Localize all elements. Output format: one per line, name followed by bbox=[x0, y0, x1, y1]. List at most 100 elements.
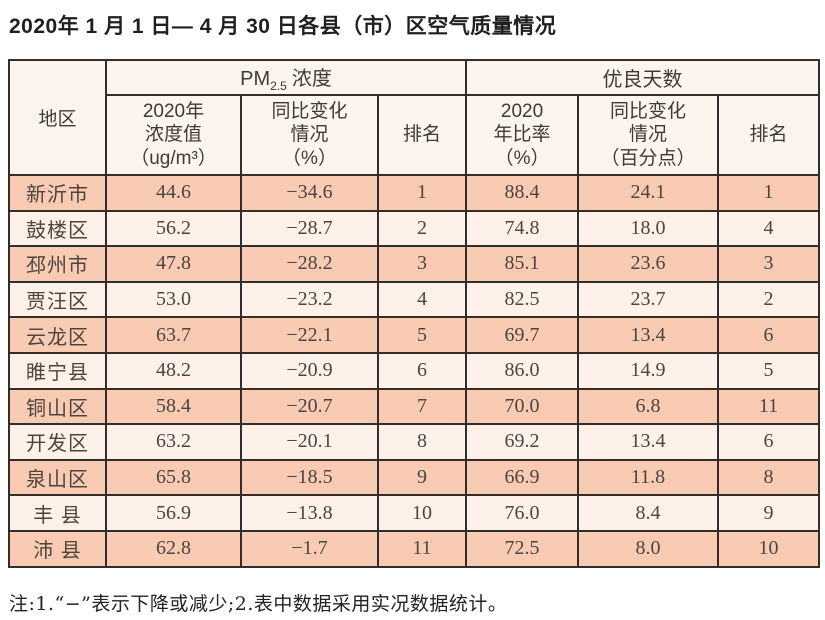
pm25-change-cell: −18.5 bbox=[240, 458, 379, 497]
pm25-label-suffix: 浓度 bbox=[291, 68, 332, 90]
pm25-rank-cell: 10 bbox=[376, 494, 468, 532]
pm25-rank-cell: 8 bbox=[376, 423, 468, 461]
rate-change-cell: 13.4 bbox=[577, 316, 720, 354]
rate-rank-cell: 6 bbox=[717, 423, 821, 461]
pm25-label: PM bbox=[240, 68, 271, 90]
rate-rank-cell: 6 bbox=[717, 316, 821, 354]
rate-change-cell: 23.6 bbox=[577, 245, 720, 283]
table-row: 鼓楼区 56.2 −28.7 2 74.8 18.0 4 bbox=[8, 209, 821, 248]
rate-cell: 72.5 bbox=[465, 529, 580, 568]
region-cell: 泉山区 bbox=[8, 458, 107, 497]
header-line: 同比变化 bbox=[610, 101, 687, 123]
pm25-subscript: 2.5 bbox=[270, 79, 287, 93]
region-cell: 鼓楼区 bbox=[8, 209, 107, 248]
header-pm25-change: 同比变化 情况 （%） bbox=[240, 94, 379, 176]
region-cell: 开发区 bbox=[8, 423, 107, 461]
rate-rank-cell: 8 bbox=[717, 458, 821, 497]
footnote: 注:1.“−”表示下降或减少;2.表中数据采用实况数据统计。 bbox=[9, 592, 508, 615]
rate-cell: 76.0 bbox=[465, 494, 580, 532]
rate-cell: 82.5 bbox=[465, 280, 580, 319]
table-row: 云龙区 63.7 −22.1 5 69.7 13.4 6 bbox=[8, 316, 821, 354]
pm25-value-cell: 48.2 bbox=[105, 351, 242, 390]
rate-change-cell: 13.4 bbox=[577, 423, 720, 461]
pm25-change-cell: −20.9 bbox=[240, 351, 379, 390]
rate-rank-cell: 9 bbox=[717, 494, 821, 532]
pm25-rank-cell: 9 bbox=[376, 458, 468, 497]
rate-rank-cell: 2 bbox=[717, 280, 821, 319]
header-line: （%） bbox=[282, 147, 337, 169]
header-rate-change: 同比变化 情况 （百分点） bbox=[577, 94, 720, 176]
header-line: （%） bbox=[494, 147, 550, 169]
rate-rank-cell: 10 bbox=[717, 529, 821, 568]
pm25-value-cell: 47.8 bbox=[105, 245, 242, 283]
pm25-value-cell: 63.7 bbox=[105, 316, 242, 354]
table-row: 开发区 63.2 −20.1 8 69.2 13.4 6 bbox=[8, 423, 821, 461]
table-row: 丰 县 56.9 −13.8 10 76.0 8.4 9 bbox=[8, 494, 821, 532]
header-line: （百分点） bbox=[600, 147, 696, 169]
pm25-rank-cell: 1 bbox=[376, 174, 468, 212]
pm25-change-cell: −13.8 bbox=[240, 494, 379, 532]
region-cell: 铜山区 bbox=[8, 387, 107, 426]
rate-cell: 69.2 bbox=[465, 423, 580, 461]
header-line: 情况 bbox=[629, 124, 668, 146]
air-quality-table: 地区 PM2.5 浓度 优良天数 2020年 浓度值 （ug/m³） 同比变化 情… bbox=[8, 59, 821, 568]
pm25-change-cell: −23.2 bbox=[240, 280, 379, 319]
header-sub-row: 2020年 浓度值 （ug/m³） 同比变化 情况 （%） 排名 2020 年比… bbox=[9, 94, 821, 176]
pm25-change-cell: −28.7 bbox=[240, 209, 379, 248]
rate-cell: 70.0 bbox=[465, 387, 580, 426]
pm25-rank-cell: 2 bbox=[376, 209, 468, 248]
table-row: 铜山区 58.4 −20.7 7 70.0 6.8 11 bbox=[8, 387, 821, 426]
region-cell: 新沂市 bbox=[8, 174, 107, 212]
header-group-row: 地区 PM2.5 浓度 优良天数 bbox=[8, 59, 821, 176]
header-pm25-value: 2020年 浓度值 （ug/m³） bbox=[105, 94, 242, 176]
table-row: 贾汪区 53.0 −23.2 4 82.5 23.7 2 bbox=[8, 280, 821, 319]
region-cell: 丰 县 bbox=[8, 494, 107, 532]
table-body: 新沂市 44.6 −34.6 1 88.4 24.1 1 鼓楼区 56.2 −2… bbox=[8, 174, 821, 568]
pm25-rank-cell: 11 bbox=[376, 529, 468, 568]
page-title: 2020年 1 月 1 日— 4 月 30 日各县（市）区空气质量情况 bbox=[9, 15, 557, 38]
header-pm25-group: PM2.5 浓度 bbox=[104, 59, 468, 96]
header-line: 年比率 bbox=[493, 124, 551, 146]
rate-cell: 85.1 bbox=[465, 245, 580, 283]
table-row: 沛 县 62.8 −1.7 11 72.5 8.0 10 bbox=[8, 529, 821, 568]
header-line: （ug/m³） bbox=[130, 147, 217, 169]
pm25-value-cell: 62.8 bbox=[105, 529, 242, 568]
rate-change-cell: 14.9 bbox=[577, 351, 720, 390]
header-rate-rank: 排名 bbox=[717, 94, 821, 176]
rate-change-cell: 23.7 bbox=[577, 280, 720, 319]
pm25-value-cell: 56.2 bbox=[105, 209, 242, 248]
rate-rank-cell: 5 bbox=[717, 351, 821, 390]
rate-change-cell: 11.8 bbox=[577, 458, 720, 497]
pm25-rank-cell: 7 bbox=[376, 387, 468, 426]
pm25-change-cell: −28.2 bbox=[240, 245, 379, 283]
table-row: 邳州市 47.8 −28.2 3 85.1 23.6 3 bbox=[8, 245, 821, 283]
pm25-value-cell: 56.9 bbox=[105, 494, 242, 532]
pm25-value-cell: 53.0 bbox=[105, 280, 242, 319]
region-cell: 睢宁县 bbox=[8, 351, 107, 390]
header-line: 浓度值 bbox=[144, 124, 202, 146]
rate-cell: 74.8 bbox=[465, 209, 580, 248]
pm25-change-cell: −34.6 bbox=[240, 174, 379, 212]
rate-rank-cell: 1 bbox=[717, 174, 821, 212]
header-rate: 2020 年比率 （%） bbox=[465, 94, 580, 176]
pm25-change-cell: −22.1 bbox=[240, 316, 379, 354]
pm25-rank-cell: 5 bbox=[376, 316, 468, 354]
rate-change-cell: 18.0 bbox=[577, 209, 720, 248]
header-line: 情况 bbox=[290, 124, 329, 146]
rate-cell: 86.0 bbox=[465, 351, 580, 390]
header-good-days-group: 优良天数 bbox=[465, 59, 821, 96]
region-cell: 云龙区 bbox=[8, 316, 107, 354]
rate-cell: 66.9 bbox=[465, 458, 580, 497]
header-line: 同比变化 bbox=[271, 101, 348, 123]
table-row: 新沂市 44.6 −34.6 1 88.4 24.1 1 bbox=[8, 174, 821, 212]
header-region: 地区 bbox=[8, 59, 107, 176]
rate-cell: 88.4 bbox=[465, 174, 580, 212]
header-line: 2020 bbox=[500, 101, 544, 123]
pm25-change-cell: −20.7 bbox=[240, 387, 379, 426]
rate-change-cell: 24.1 bbox=[577, 174, 720, 212]
rate-cell: 69.7 bbox=[465, 316, 580, 354]
rate-change-cell: 8.0 bbox=[577, 529, 720, 568]
table-row: 睢宁县 48.2 −20.9 6 86.0 14.9 5 bbox=[8, 351, 821, 390]
rate-rank-cell: 3 bbox=[717, 245, 821, 283]
